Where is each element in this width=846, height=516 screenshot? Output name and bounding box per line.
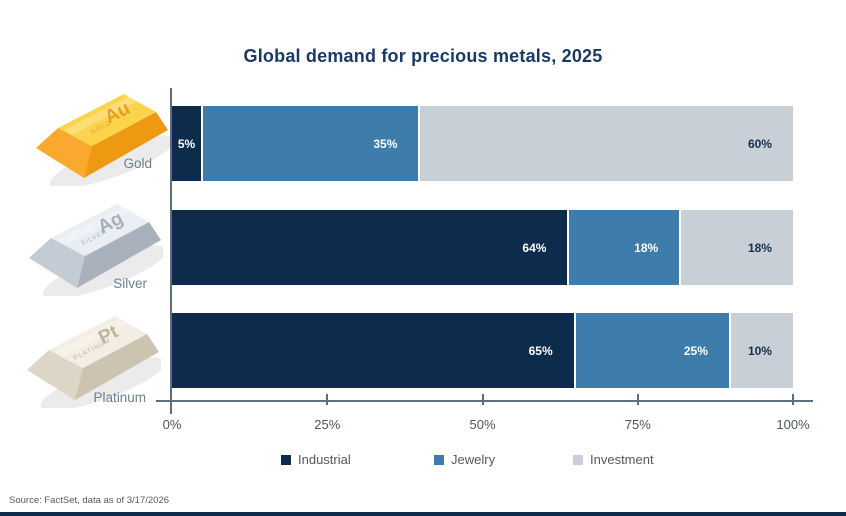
legend-swatch-investment [573, 454, 583, 465]
x-axis-tick [481, 394, 484, 405]
bar-value-label: 64% [522, 240, 547, 255]
x-axis-tick-label: 50% [469, 417, 496, 432]
bar-segment-silver-jewelry: 18% [569, 210, 682, 285]
category-label-silver: Silver [113, 276, 147, 291]
bar-value-label: 60% [747, 136, 772, 151]
platinum-ingot: Pt PLATINUM [15, 306, 166, 413]
chart-title: Global demand for precious metals, 2025 [243, 46, 603, 66]
bar-row-silver: 64% 18% 18% [172, 210, 793, 285]
y-axis-line [170, 88, 172, 414]
category-label-gold: Gold [123, 156, 152, 171]
x-axis-line [156, 400, 813, 402]
bar-value-label: 25% [683, 343, 708, 358]
bottom-border-bar [0, 512, 846, 516]
bar-segment-platinum-jewelry: 25% [575, 313, 731, 388]
bar-value-label: 18% [747, 240, 772, 255]
x-axis-tick [326, 394, 329, 405]
bar-segment-gold-investment: 60% [420, 106, 793, 181]
legend-label: Jewelry [451, 452, 496, 467]
x-axis-tick-label: 75% [624, 417, 651, 432]
bar-row-platinum: 65% 25% 10% [172, 313, 793, 388]
x-axis-tick-label: 100% [776, 417, 810, 432]
bar-segment-gold-jewelry: 35% [203, 106, 421, 181]
bar-segment-platinum-investment: 10% [730, 313, 793, 388]
legend-item-industrial: Industrial [281, 452, 351, 467]
bar-value-label: 5% [177, 136, 196, 151]
silver-ingot: Ag SILVER [17, 194, 168, 301]
legend-item-jewelry: Jewelry [434, 452, 495, 467]
bar-value-label: 35% [373, 136, 398, 151]
x-axis-tick-label: 25% [314, 417, 341, 432]
bar-segment-silver-investment: 18% [681, 210, 793, 285]
bar-segment-silver-industrial: 64% [172, 210, 570, 285]
source-note: Source: FactSet, data as of 3/17/2026 [9, 495, 170, 506]
x-axis-tick [636, 394, 639, 405]
legend-swatch-jewelry [434, 454, 444, 465]
bar-value-label: 18% [634, 240, 659, 255]
category-label-platinum: Platinum [93, 390, 146, 405]
gold-ingot: Au GOLD [24, 84, 175, 191]
x-axis-tick [792, 394, 794, 405]
x-axis-tick-label: 0% [162, 417, 182, 432]
bar-segment-platinum-industrial: 65% [172, 313, 576, 388]
legend-item-investment: Investment [573, 452, 654, 467]
legend-label: Investment [590, 452, 654, 467]
bar-row-gold: 5% 35% 60% [172, 106, 793, 181]
bar-value-label: 10% [747, 343, 772, 358]
bar-segment-gold-industrial: 5% [172, 106, 204, 181]
legend-swatch-industrial [281, 454, 291, 465]
bar-value-label: 65% [528, 343, 553, 358]
legend-label: Industrial [298, 452, 351, 467]
